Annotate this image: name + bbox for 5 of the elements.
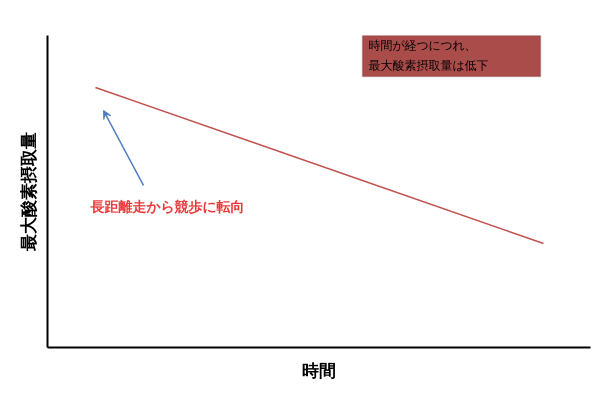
- text: 時間が経つにつれ、: [368, 38, 476, 52]
- x-axis-title: 時間: [302, 362, 336, 382]
- annotation: 長距離走から競歩に転向: [90, 198, 244, 216]
- y-axis-title: 最大酸素摂取量: [20, 132, 40, 252]
- text: 最大酸素摂取量は低下: [368, 58, 488, 72]
